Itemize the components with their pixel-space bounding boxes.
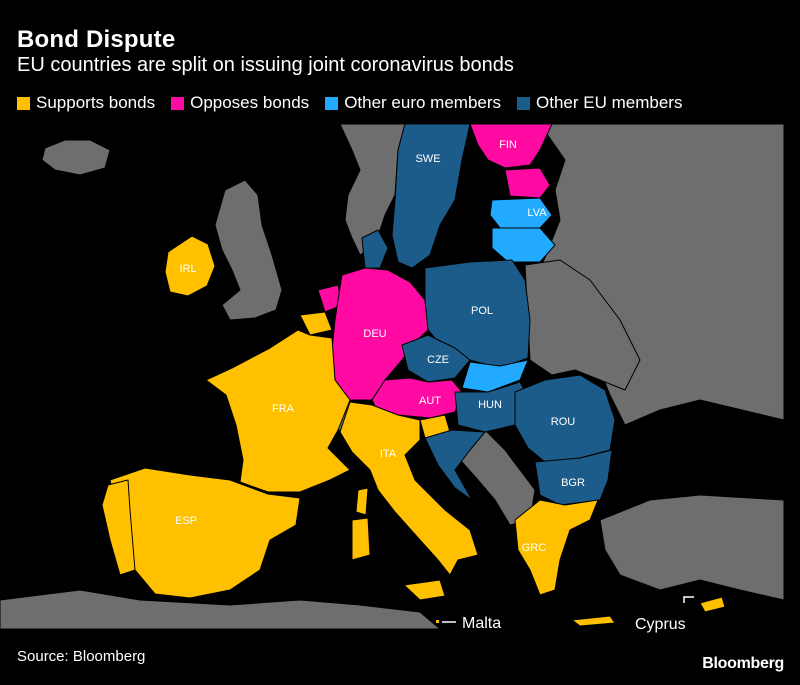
country-estonia (504, 167, 551, 199)
label-pol: POL (471, 305, 493, 317)
country-finland (469, 124, 553, 169)
country-cyprus (699, 596, 726, 613)
label-irl: IRL (179, 263, 196, 275)
label-cze: CZE (427, 354, 449, 366)
legend-label-other-eu: Other EU members (536, 93, 683, 112)
legend: Supports bonds Opposes bonds Other euro … (17, 93, 698, 113)
legend-label-other-euro: Other euro members (344, 93, 502, 112)
land-uk (214, 179, 283, 321)
label-grc: GRC (522, 542, 547, 554)
country-portugal (101, 479, 136, 576)
legend-swatch-opposes (171, 96, 185, 110)
label-hun: HUN (478, 399, 502, 411)
label-lva: LVA (527, 207, 547, 219)
legend-swatch-supports (17, 96, 30, 110)
legend-swatch-other-euro (325, 96, 339, 110)
callout-malta: Malta (462, 615, 501, 632)
land-iceland (41, 139, 111, 176)
bloomberg-logo: Bloomberg (702, 655, 784, 672)
label-rou: ROU (551, 416, 576, 428)
country-croatia (424, 429, 486, 501)
source-note: Source: Bloomberg (17, 648, 146, 665)
legend-label-supports: Supports bonds (36, 93, 156, 112)
chart-subtitle: EU countries are split on issuing joint … (17, 54, 514, 76)
country-ireland (164, 235, 216, 297)
land-belarus-ukraine (524, 259, 641, 391)
country-sicily (403, 579, 446, 601)
country-france (205, 329, 351, 493)
callout-cyprus: Cyprus (635, 616, 686, 633)
country-sweden (391, 124, 471, 269)
country-bulgaria (534, 449, 613, 506)
country-corsica (355, 487, 369, 516)
chart-title: Bond Dispute (17, 26, 176, 53)
legend-label-opposes: Opposes bonds (190, 93, 310, 112)
legend-item-supports: Supports bonds (17, 93, 155, 113)
label-esp: ESP (175, 515, 197, 527)
legend-item-opposes: Opposes bonds (171, 93, 309, 113)
country-crete (571, 615, 616, 627)
label-swe: SWE (415, 153, 440, 165)
label-fin: FIN (499, 139, 517, 151)
country-italy (339, 401, 479, 576)
legend-swatch-other-eu (517, 96, 531, 110)
malta-marker (436, 620, 439, 623)
label-bgr: BGR (561, 477, 585, 489)
country-czechia (401, 334, 471, 383)
country-slovakia (461, 359, 529, 393)
legend-item-other-euro: Other euro members (325, 93, 501, 113)
label-ita: ITA (380, 448, 397, 460)
label-fra: FRA (272, 403, 295, 415)
country-sardinia (351, 517, 371, 561)
label-deu: DEU (363, 328, 386, 340)
label-aut: AUT (419, 395, 441, 407)
legend-item-other-eu: Other EU members (517, 93, 682, 113)
country-belgium (299, 311, 333, 336)
land-north-africa (0, 589, 441, 629)
land-turkey (599, 494, 784, 601)
cyprus-leader (683, 596, 694, 603)
country-greece (514, 499, 599, 596)
country-denmark (361, 229, 389, 269)
country-germany (331, 267, 429, 401)
country-lithuania (491, 227, 556, 263)
